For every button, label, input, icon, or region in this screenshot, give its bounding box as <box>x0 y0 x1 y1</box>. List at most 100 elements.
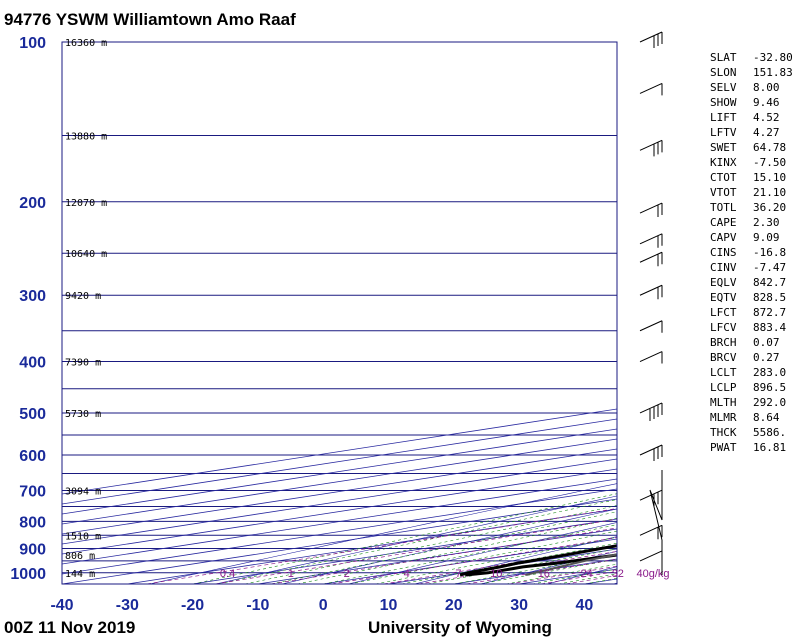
plot-frame <box>61 41 618 585</box>
height-label: 13880 m <box>65 132 107 143</box>
mixing-ratio-label: 24 <box>581 568 593 580</box>
index-value: 64.78 <box>753 141 786 154</box>
temperature-tick-label: -10 <box>246 597 269 614</box>
index-key: TOTL <box>710 201 737 214</box>
isotherm-line <box>62 478 617 565</box>
index-value: 0.07 <box>753 336 780 349</box>
temperature-tick-labels: -40 -30 -20 -10 0 10 20 30 40 <box>50 597 593 614</box>
dry-adiabat-line <box>215 495 617 584</box>
wind-barb-shaft <box>639 251 663 263</box>
pressure-tick-label: 500 <box>19 406 46 423</box>
wind-barb <box>639 444 663 462</box>
temperature-trace <box>465 553 617 577</box>
wind-barb-shaft <box>639 320 663 332</box>
pressure-tick-labels: 100 200 300 400 500 600 700 800 900 1000 <box>10 35 46 583</box>
pressure-tick-label: 700 <box>19 484 46 501</box>
index-key: CTOT <box>710 171 737 184</box>
temperature-tick-label: 30 <box>510 597 528 614</box>
isotherm-line <box>62 488 617 575</box>
wind-barbs <box>639 31 663 575</box>
temperature-tick-label: 0 <box>319 597 328 614</box>
index-value: 883.4 <box>753 321 786 334</box>
index-value: 292.0 <box>753 396 786 409</box>
height-label: 10640 m <box>65 249 107 260</box>
index-value: 4.27 <box>753 126 780 139</box>
dry-adiabat-line <box>414 536 617 584</box>
index-value: 872.7 <box>753 306 786 319</box>
isotherm-line <box>62 448 617 535</box>
index-key: KINX <box>710 156 737 169</box>
isotherm-line <box>62 438 617 525</box>
dry-adiabat-line <box>281 508 617 584</box>
wind-barb-shaft <box>639 233 663 245</box>
temperature-tick-label: 40 <box>576 597 594 614</box>
index-value: -7.50 <box>753 156 786 169</box>
index-value: 4.52 <box>753 111 780 124</box>
wind-barb-shaft <box>639 202 663 214</box>
index-key: THCK <box>710 426 737 439</box>
index-value: 896.5 <box>753 381 786 394</box>
index-key: LFCV <box>710 321 737 334</box>
index-key: CINS <box>710 246 737 259</box>
index-key: EQTV <box>710 291 737 304</box>
wind-barb <box>639 402 663 421</box>
moist-adiabat-line <box>453 553 617 584</box>
pressure-tick-label: 1000 <box>10 566 46 583</box>
index-value: 0.27 <box>753 351 780 364</box>
footer-source: University of Wyoming <box>368 618 552 637</box>
mixing-ratio-label: 32 <box>612 568 624 580</box>
isotherm-line <box>62 408 617 495</box>
mixing-ratio-labels: 0.4 1 2 4 7 10 16 24 32 40g/kg <box>220 568 670 580</box>
index-key: VTOT <box>710 186 737 199</box>
wind-barb <box>639 202 663 218</box>
temperature-tick-label: -30 <box>116 597 139 614</box>
mixing-ratio-label: 0.4 <box>220 568 235 580</box>
index-value: 8.64 <box>753 411 780 424</box>
wind-barb-shaft <box>639 139 663 151</box>
height-label: 806 m <box>65 551 95 562</box>
wind-barb-shaft <box>639 402 663 414</box>
height-label: 12070 m <box>65 198 107 209</box>
isotherm-line <box>62 498 617 584</box>
chart-background-lines <box>62 408 617 584</box>
index-key: PWAT <box>710 441 737 454</box>
wind-barb <box>639 550 663 563</box>
pressure-tick-label: 800 <box>19 514 46 531</box>
temperature-tick-label: -20 <box>181 597 204 614</box>
height-label: 5730 m <box>65 409 101 420</box>
moist-adiabat-line <box>270 511 617 584</box>
pressure-tick-label: 400 <box>19 355 46 372</box>
wind-barb <box>639 82 663 96</box>
mixing-ratio-line <box>540 571 617 584</box>
index-key: LFCT <box>710 306 737 319</box>
mixing-ratio-label: 16 <box>538 568 550 580</box>
mixing-ratio-line <box>509 565 617 584</box>
index-value: 8.00 <box>753 81 780 94</box>
wind-barb-shaft <box>639 82 663 94</box>
footer-date: 00Z 11 Nov 2019 <box>4 618 135 637</box>
pressure-tick-label: 900 <box>19 542 46 559</box>
mixing-ratio-label: 1 <box>288 568 294 580</box>
isotherm-line <box>453 558 617 584</box>
isotherm-line <box>62 418 617 505</box>
index-key: SWET <box>710 141 737 154</box>
wind-barb <box>639 524 663 540</box>
index-value: 151.83 <box>753 66 793 79</box>
index-value: 828.5 <box>753 291 786 304</box>
wind-barb-shaft <box>639 444 663 456</box>
index-value: 16.81 <box>753 441 786 454</box>
wind-barb <box>639 320 663 333</box>
isotherm-line <box>62 428 617 515</box>
height-label: 9420 m <box>65 291 101 302</box>
mixing-ratio-label: 7 <box>455 568 461 580</box>
pressure-tick-label: 100 <box>19 35 46 52</box>
moist-adiabat-line <box>375 536 617 584</box>
temperature-tick-label: 20 <box>445 597 463 614</box>
height-label: 7390 m <box>65 358 101 369</box>
wind-barb <box>639 284 663 300</box>
pressure-tick-label: 300 <box>19 288 46 305</box>
mixing-ratio-line <box>215 518 617 584</box>
moist-adiabat-line <box>192 493 617 584</box>
index-key: SLAT <box>710 51 737 64</box>
mixing-ratio-label: 2 <box>344 568 350 580</box>
